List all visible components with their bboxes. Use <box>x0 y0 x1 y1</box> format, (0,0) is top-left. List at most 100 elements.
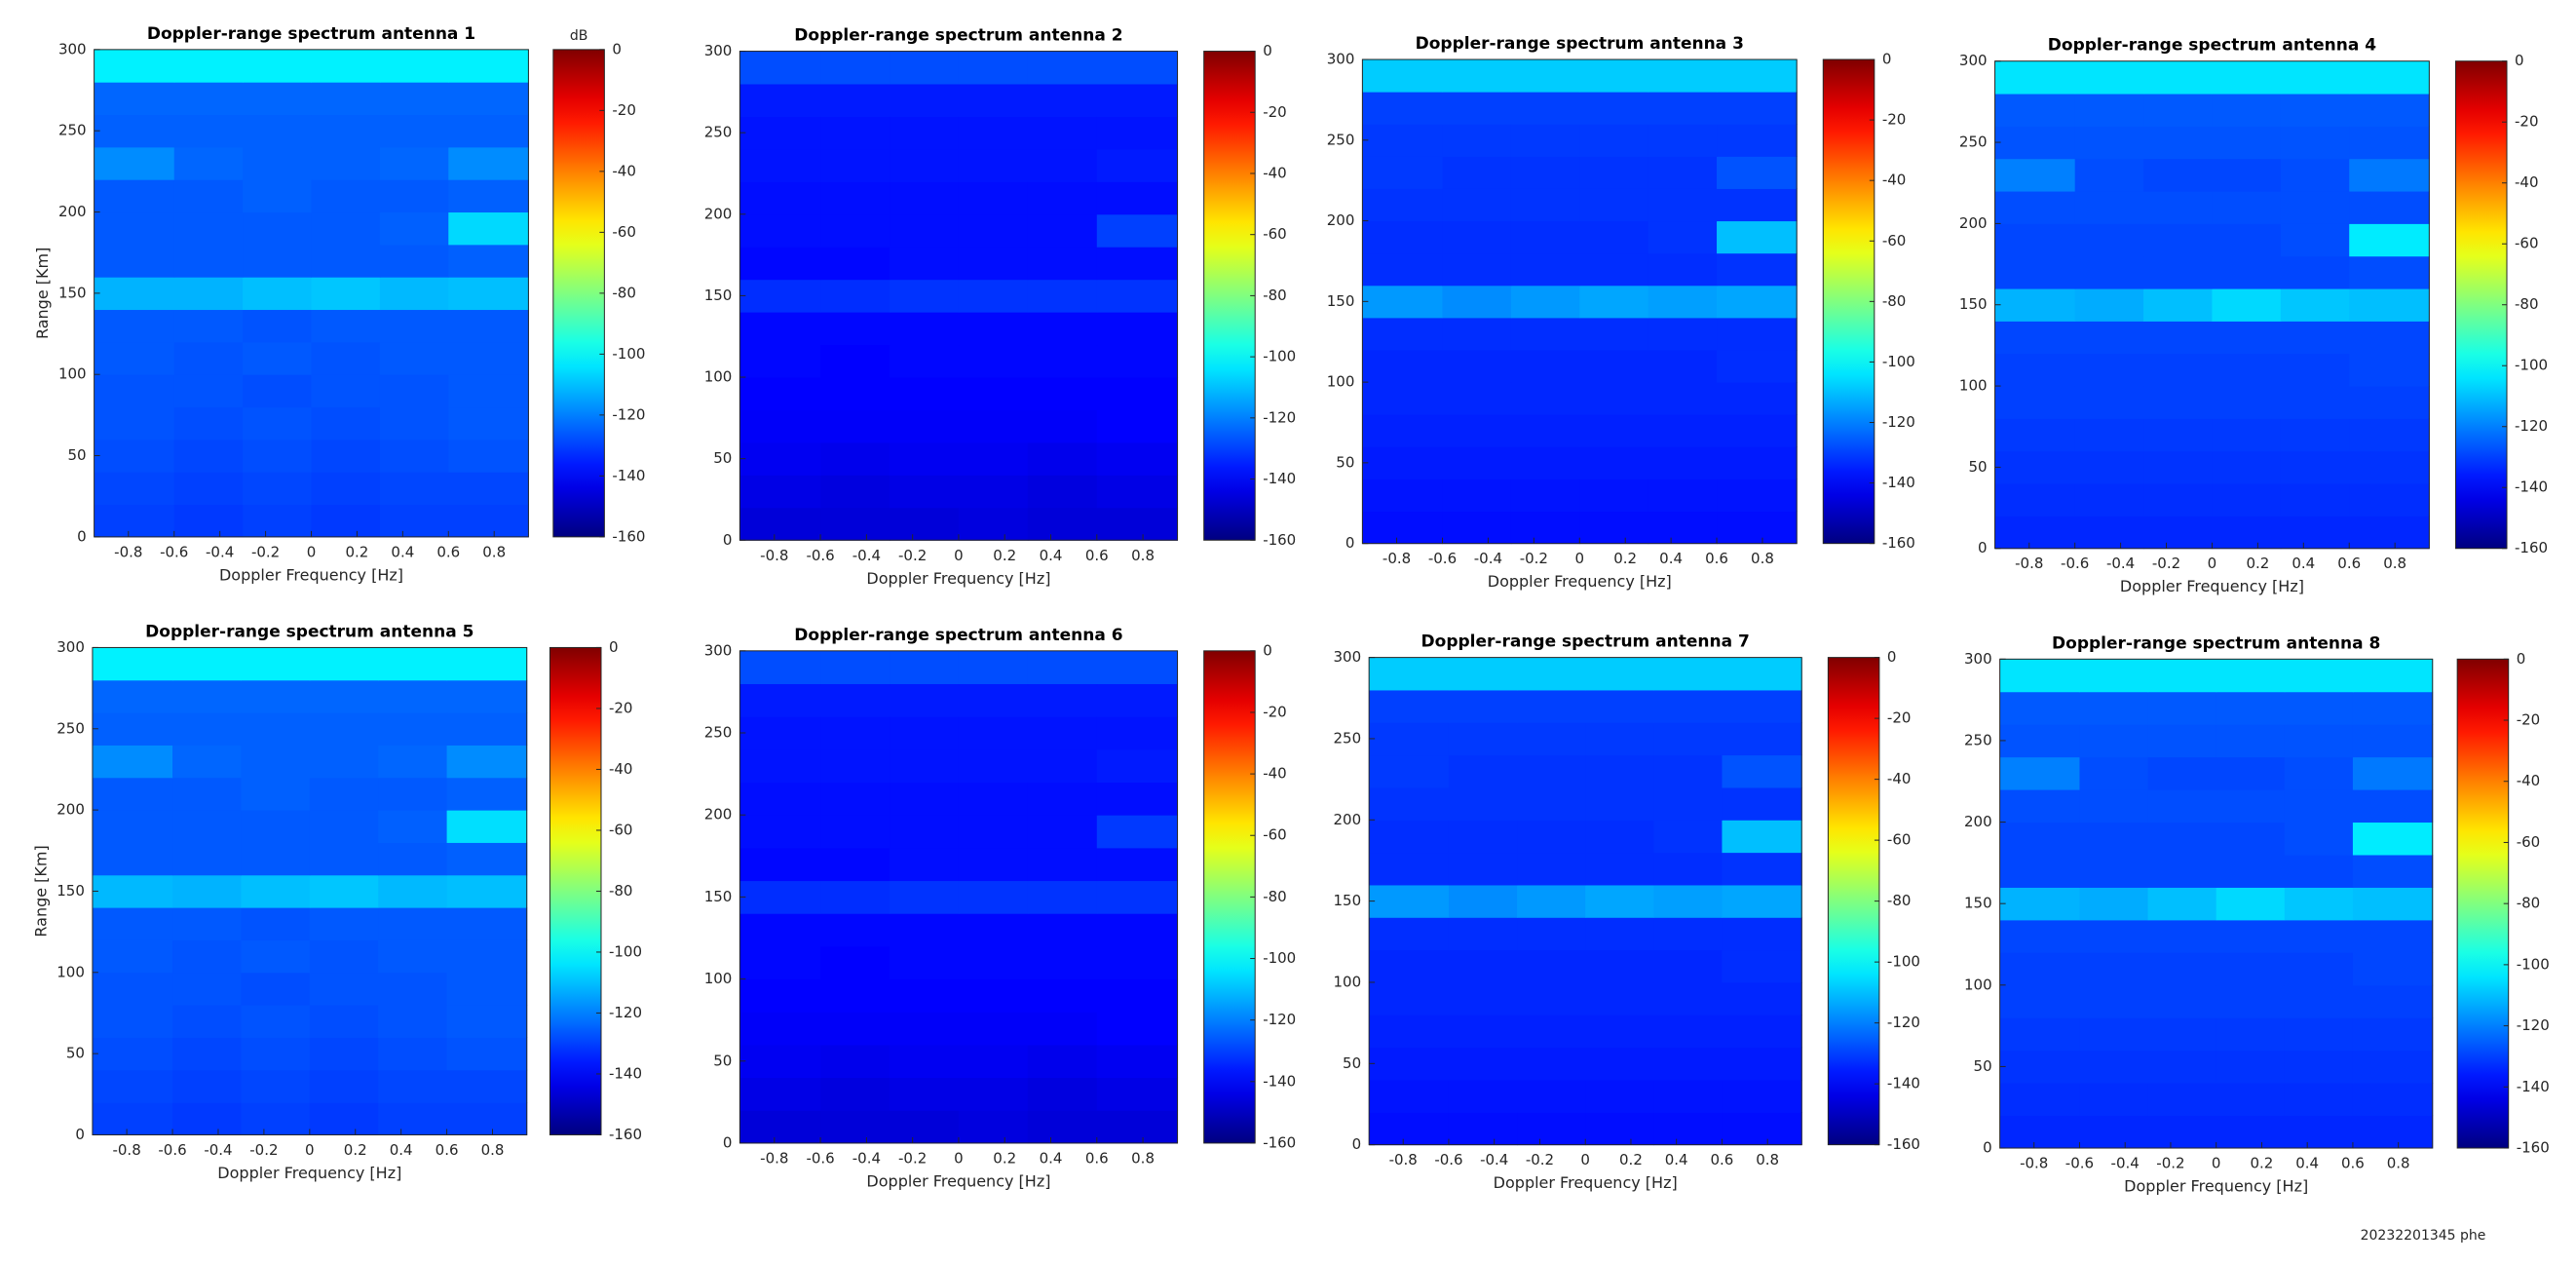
heatmap-cell <box>820 312 890 346</box>
heatmap-cell <box>448 179 529 213</box>
colorbar-tick-label: -160 <box>2515 539 2548 556</box>
y-tick-label: 150 <box>58 284 87 301</box>
heatmap-cell <box>94 341 175 375</box>
heatmap-cell <box>446 842 528 876</box>
heatmap-cell <box>241 907 311 940</box>
heatmap-cell <box>1585 786 1654 821</box>
heatmap-cell <box>820 945 890 980</box>
heatmap-cell <box>172 810 242 843</box>
heatmap-cell <box>1722 657 1802 691</box>
heatmap-cell <box>1096 475 1179 509</box>
heatmap-cell <box>241 1037 311 1071</box>
heatmap-cell <box>1027 344 1098 378</box>
heatmap-cell <box>241 1102 311 1135</box>
heatmap-cell <box>1096 312 1179 346</box>
y-tick-label: 50 <box>1974 1057 1992 1075</box>
heatmap-cell <box>890 213 960 248</box>
x-tick-label: 0 <box>1580 1151 1590 1168</box>
heatmap-cell <box>739 913 821 947</box>
heatmap-cell <box>448 374 529 408</box>
heatmap-cell <box>1442 350 1512 383</box>
x-tick-label: 0 <box>954 1149 964 1167</box>
heatmap-cell <box>1722 852 1802 886</box>
heatmap-cell <box>820 716 890 750</box>
heatmap-cell <box>1448 949 1518 983</box>
heatmap-cell <box>1585 852 1654 886</box>
heatmap-cell <box>1722 754 1802 788</box>
heatmap-cell <box>890 148 960 182</box>
heatmap-cell <box>1027 782 1098 816</box>
heatmap-cell <box>243 472 313 506</box>
heatmap-cell <box>820 782 890 816</box>
heatmap-cell <box>2143 450 2213 484</box>
x-tick-label: 0.2 <box>1619 1151 1643 1168</box>
heatmap-cell <box>1722 884 1802 918</box>
heatmap-cell <box>94 49 175 83</box>
heatmap-cell <box>311 472 381 506</box>
heatmap-cell <box>173 406 244 440</box>
heatmap-cell <box>1510 92 1580 125</box>
heatmap-cell <box>890 507 960 541</box>
heatmap-cell <box>1448 1015 1518 1049</box>
heatmap-cell <box>1999 1017 2080 1052</box>
heatmap-cell <box>2212 126 2282 160</box>
colorbar-tick-label: -80 <box>609 882 633 900</box>
heatmap-cell <box>1510 350 1580 383</box>
y-tick-label: 300 <box>58 40 87 57</box>
heatmap-cell <box>2074 255 2144 289</box>
heatmap-cell <box>1096 279 1179 313</box>
heatmap-cell <box>1994 255 2076 289</box>
heatmap-cell <box>2349 126 2430 160</box>
heatmap-cell <box>958 1077 1029 1111</box>
y-tick-label: 300 <box>704 641 733 659</box>
x-axis-label: Doppler Frequency [Hz] <box>2124 1177 2308 1196</box>
colorbar-tick-label: -160 <box>2517 1139 2550 1157</box>
heatmap-cell <box>1027 815 1098 849</box>
colorbar-tick-label: -60 <box>1263 225 1287 243</box>
colorbar <box>552 49 605 538</box>
y-tick-label: 50 <box>1336 453 1354 471</box>
heatmap-cell <box>1722 1079 1802 1113</box>
heatmap-cell <box>1362 188 1443 222</box>
heatmap-cell <box>1096 847 1179 882</box>
heatmap-cell <box>2212 288 2282 322</box>
heatmap-cell <box>173 244 244 278</box>
y-tick-label: 300 <box>1327 51 1355 68</box>
x-tick-label: -0.2 <box>249 1141 278 1159</box>
heatmap-cell <box>1369 981 1450 1015</box>
heatmap-cell <box>739 475 821 509</box>
heatmap-cell <box>2079 984 2149 1018</box>
heatmap-cell <box>446 1037 528 1071</box>
heatmap-cell <box>241 1005 311 1038</box>
heatmap-cell <box>2147 854 2217 888</box>
heatmap-cell <box>2147 1115 2217 1149</box>
heatmap-cell <box>1096 409 1179 443</box>
heatmap-cell <box>378 842 448 876</box>
heatmap-cell <box>311 309 381 343</box>
heatmap-cell <box>1717 446 1798 479</box>
heatmap-cell <box>311 277 381 311</box>
heatmap-cell <box>1648 382 1718 415</box>
heatmap-cell <box>958 377 1029 410</box>
heatmap-cell <box>2284 1050 2354 1084</box>
heatmap-cell <box>1510 317 1580 351</box>
heatmap-cell <box>448 472 529 506</box>
heatmap-cell <box>890 1012 960 1046</box>
heatmap-cell <box>94 244 175 278</box>
heatmap-cell <box>890 716 960 750</box>
heatmap-cell <box>958 279 1029 313</box>
heatmap-cell <box>2147 1083 2217 1117</box>
heatmap-cell <box>1442 92 1512 125</box>
heatmap-cell <box>2284 919 2354 953</box>
heatmap-cell <box>1027 1044 1098 1079</box>
heatmap-cell <box>1448 820 1518 854</box>
heatmap-cell <box>1585 949 1654 983</box>
colorbar-tick-label: -80 <box>1882 292 1907 310</box>
colorbar-tick-label: -120 <box>2517 1016 2550 1034</box>
heatmap-cell <box>1096 683 1179 717</box>
heatmap-cell <box>2074 418 2144 452</box>
heatmap-cell <box>1648 59 1718 93</box>
colorbar <box>2456 658 2510 1149</box>
heatmap-cell <box>2352 724 2434 758</box>
heatmap-cell <box>311 179 381 213</box>
